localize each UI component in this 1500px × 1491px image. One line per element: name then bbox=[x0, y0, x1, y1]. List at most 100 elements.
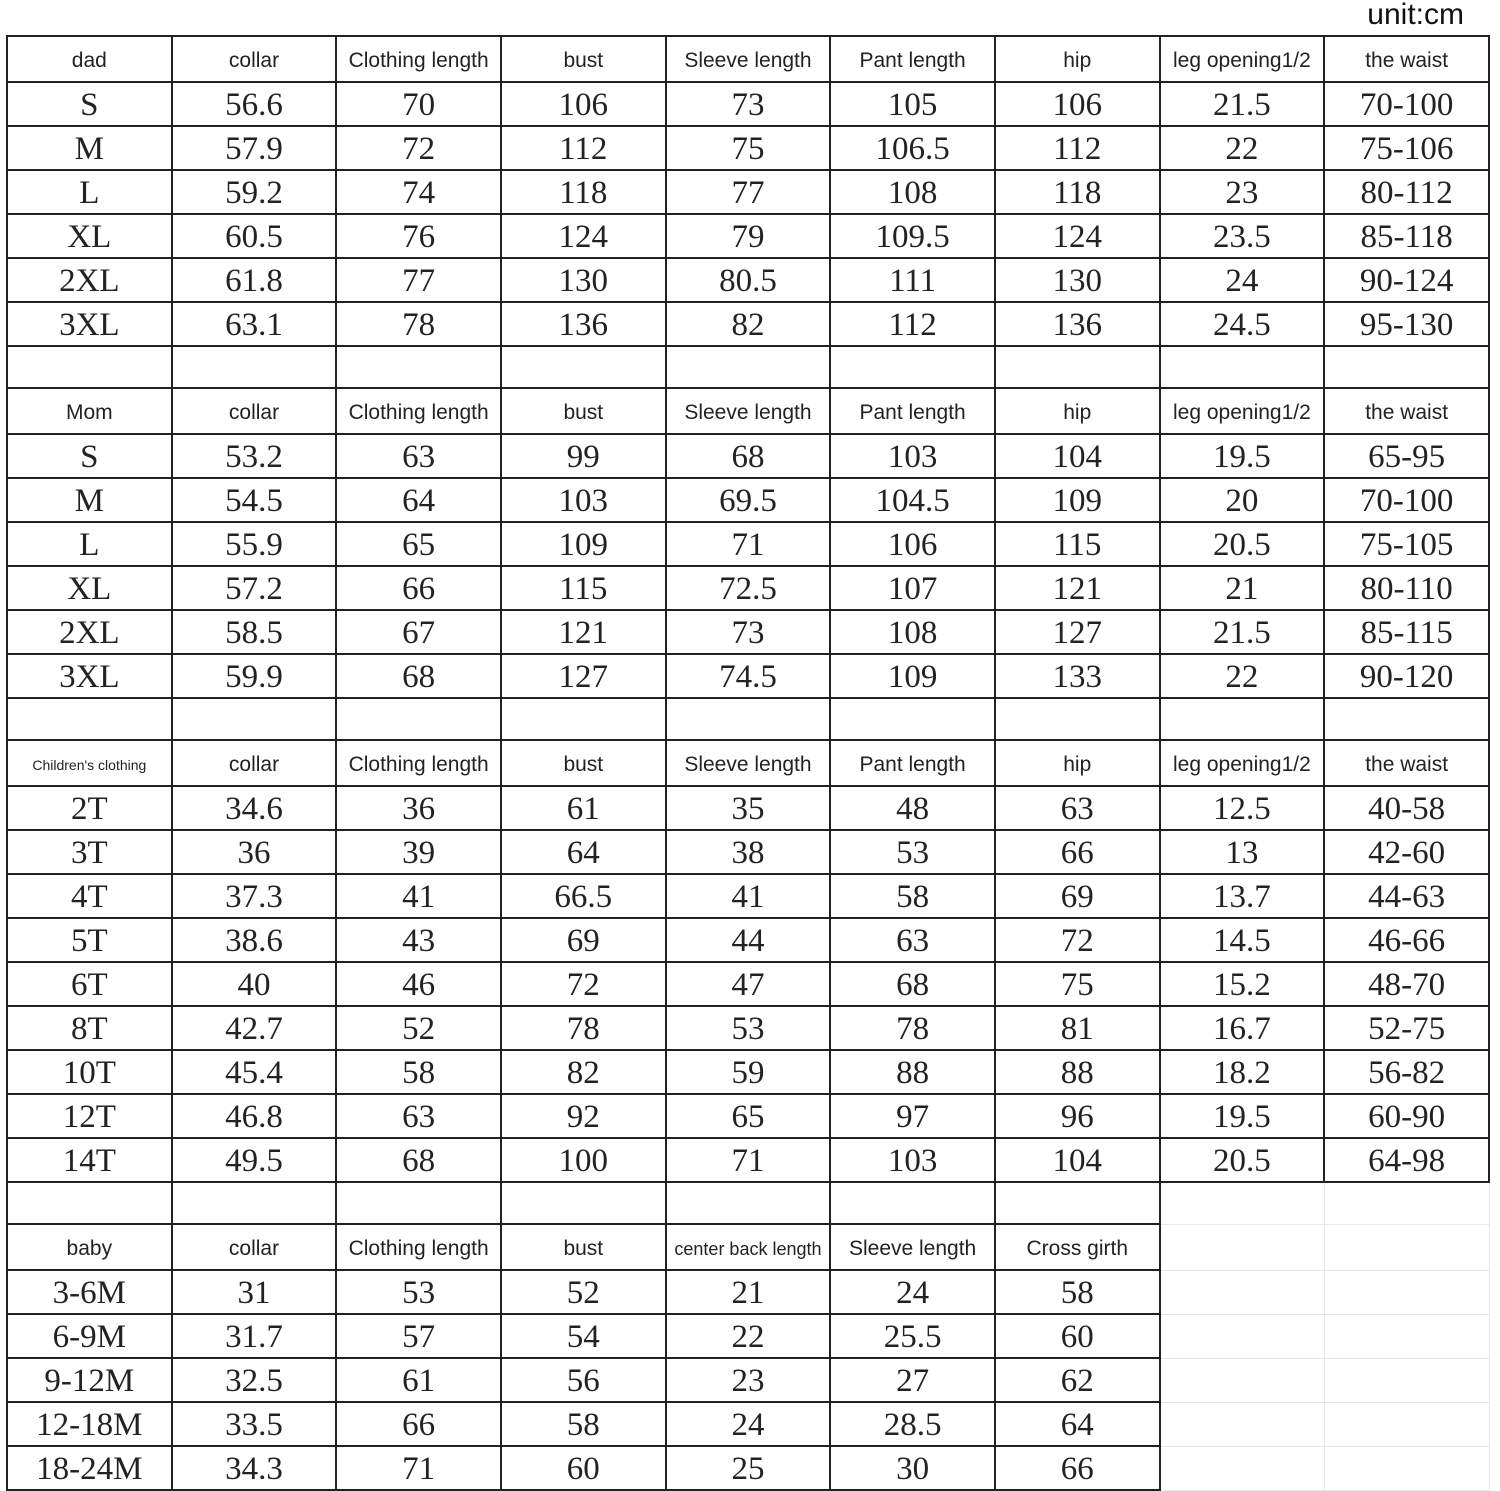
size-label: 9-12M bbox=[6, 1357, 173, 1403]
measurement-cell: 30 bbox=[829, 1445, 996, 1491]
measurement-cell: 60 bbox=[993, 1313, 1161, 1359]
size-label: 6T bbox=[6, 961, 173, 1007]
measurement-cell: 66 bbox=[993, 829, 1161, 875]
measurement-cell: 107 bbox=[829, 565, 996, 611]
size-row: 8T 42.7 52 78 53 78 81 16.7 52-75 bbox=[6, 1005, 1490, 1051]
measurement-cell: 31 bbox=[170, 1269, 338, 1315]
column-header: collar bbox=[170, 387, 338, 435]
empty-cell bbox=[1323, 1445, 1490, 1491]
size-label: 14T bbox=[6, 1137, 173, 1183]
column-header: Sleeve length bbox=[664, 739, 832, 787]
size-row: 6T 40 46 72 47 68 75 15.2 48-70 bbox=[6, 961, 1490, 1007]
empty-cell bbox=[6, 697, 173, 741]
measurement-cell: 33.5 bbox=[170, 1401, 338, 1447]
section-header-row: Mom collar Clothing length bust Sleeve lengt… bbox=[6, 387, 1490, 435]
measurement-cell: 112 bbox=[829, 301, 996, 347]
measurement-cell: 96 bbox=[993, 1093, 1161, 1139]
measurement-cell: 16.7 bbox=[1158, 1005, 1326, 1051]
measurement-cell: 71 bbox=[664, 1137, 832, 1183]
measurement-cell: 40 bbox=[170, 961, 338, 1007]
empty-cell bbox=[1158, 345, 1326, 389]
measurement-cell: 63 bbox=[829, 917, 996, 963]
measurement-cell: 79 bbox=[664, 213, 832, 259]
column-header: bust bbox=[499, 739, 667, 787]
measurement-cell: 53 bbox=[664, 1005, 832, 1051]
size-label: XL bbox=[6, 565, 173, 611]
measurement-cell: 56 bbox=[499, 1357, 667, 1403]
empty-cell bbox=[1323, 1223, 1490, 1271]
column-header: bust bbox=[499, 35, 667, 83]
measurement-cell: 69 bbox=[499, 917, 667, 963]
measurement-cell: 36 bbox=[170, 829, 338, 875]
measurement-cell: 60 bbox=[499, 1445, 667, 1491]
empty-cell bbox=[170, 1181, 338, 1225]
measurement-cell: 75-106 bbox=[1323, 125, 1490, 171]
empty-cell bbox=[1159, 1401, 1325, 1447]
measurement-cell: 52-75 bbox=[1323, 1005, 1490, 1051]
empty-cell bbox=[664, 1181, 832, 1225]
size-row: 10T 45.4 58 82 59 88 88 18.2 56-82 bbox=[6, 1049, 1490, 1095]
measurement-cell: 80-110 bbox=[1323, 565, 1490, 611]
measurement-cell: 24 bbox=[829, 1269, 996, 1315]
measurement-cell: 42.7 bbox=[170, 1005, 338, 1051]
measurement-cell: 48 bbox=[829, 785, 996, 831]
empty-cell bbox=[1323, 1401, 1490, 1447]
measurement-cell: 64-98 bbox=[1323, 1137, 1490, 1183]
spacer-row bbox=[6, 1181, 1490, 1225]
column-header: baby bbox=[6, 1223, 173, 1271]
measurement-cell: 53 bbox=[335, 1269, 502, 1315]
measurement-cell: 127 bbox=[499, 653, 667, 699]
empty-cell bbox=[1159, 1223, 1325, 1271]
empty-cell bbox=[170, 345, 338, 389]
column-header: collar bbox=[170, 1223, 338, 1271]
measurement-cell: 88 bbox=[993, 1049, 1161, 1095]
measurement-cell: 24 bbox=[1158, 257, 1326, 303]
measurement-cell: 47 bbox=[664, 961, 832, 1007]
measurement-cell: 20.5 bbox=[1158, 521, 1326, 567]
measurement-cell: 74 bbox=[335, 169, 502, 215]
measurement-cell: 58 bbox=[499, 1401, 667, 1447]
column-header: Clothing length bbox=[335, 1223, 502, 1271]
empty-cell bbox=[335, 1181, 502, 1225]
column-header: Clothing length bbox=[335, 739, 502, 787]
spacer-row bbox=[6, 345, 1490, 389]
measurement-cell: 66 bbox=[335, 1401, 502, 1447]
measurement-cell: 109 bbox=[829, 653, 996, 699]
measurement-cell: 46-66 bbox=[1323, 917, 1490, 963]
size-row: S 53.2 63 99 68 103 104 19.5 65-95 bbox=[6, 433, 1490, 479]
size-label: L bbox=[6, 521, 173, 567]
size-label: 10T bbox=[6, 1049, 173, 1095]
size-row: 2XL 61.8 77 130 80.5 111 130 24 90-124 bbox=[6, 257, 1490, 303]
column-header: the waist bbox=[1323, 35, 1490, 83]
measurement-cell: 41 bbox=[335, 873, 502, 919]
measurement-cell: 124 bbox=[499, 213, 667, 259]
column-header: Pant length bbox=[829, 739, 996, 787]
measurement-cell: 103 bbox=[499, 477, 667, 523]
empty-cell bbox=[499, 697, 667, 741]
empty-cell bbox=[1323, 1357, 1490, 1403]
measurement-cell: 48-70 bbox=[1323, 961, 1490, 1007]
size-row: 3T 36 39 64 38 53 66 13 42-60 bbox=[6, 829, 1490, 875]
measurement-cell: 28.5 bbox=[829, 1401, 996, 1447]
column-header: Children's clothing bbox=[6, 739, 173, 787]
column-header: Clothing length bbox=[335, 387, 502, 435]
size-label: 3T bbox=[6, 829, 173, 875]
measurement-cell: 57.9 bbox=[170, 125, 338, 171]
measurement-cell: 63.1 bbox=[170, 301, 338, 347]
measurement-cell: 22 bbox=[1158, 125, 1326, 171]
empty-cell bbox=[993, 697, 1161, 741]
size-label: 18-24M bbox=[6, 1445, 173, 1491]
column-header: hip bbox=[993, 739, 1161, 787]
measurement-cell: 25 bbox=[664, 1445, 832, 1491]
measurement-cell: 64 bbox=[993, 1401, 1161, 1447]
measurement-cell: 127 bbox=[993, 609, 1161, 655]
measurement-cell: 77 bbox=[335, 257, 502, 303]
measurement-cell: 72 bbox=[993, 917, 1161, 963]
measurement-cell: 104 bbox=[993, 1137, 1161, 1183]
empty-cell bbox=[6, 345, 173, 389]
size-row: L 59.2 74 118 77 108 118 23 80-112 bbox=[6, 169, 1490, 215]
measurement-cell: 21 bbox=[664, 1269, 832, 1315]
measurement-cell: 99 bbox=[499, 433, 667, 479]
measurement-cell: 63 bbox=[335, 1093, 502, 1139]
measurement-cell: 43 bbox=[335, 917, 502, 963]
